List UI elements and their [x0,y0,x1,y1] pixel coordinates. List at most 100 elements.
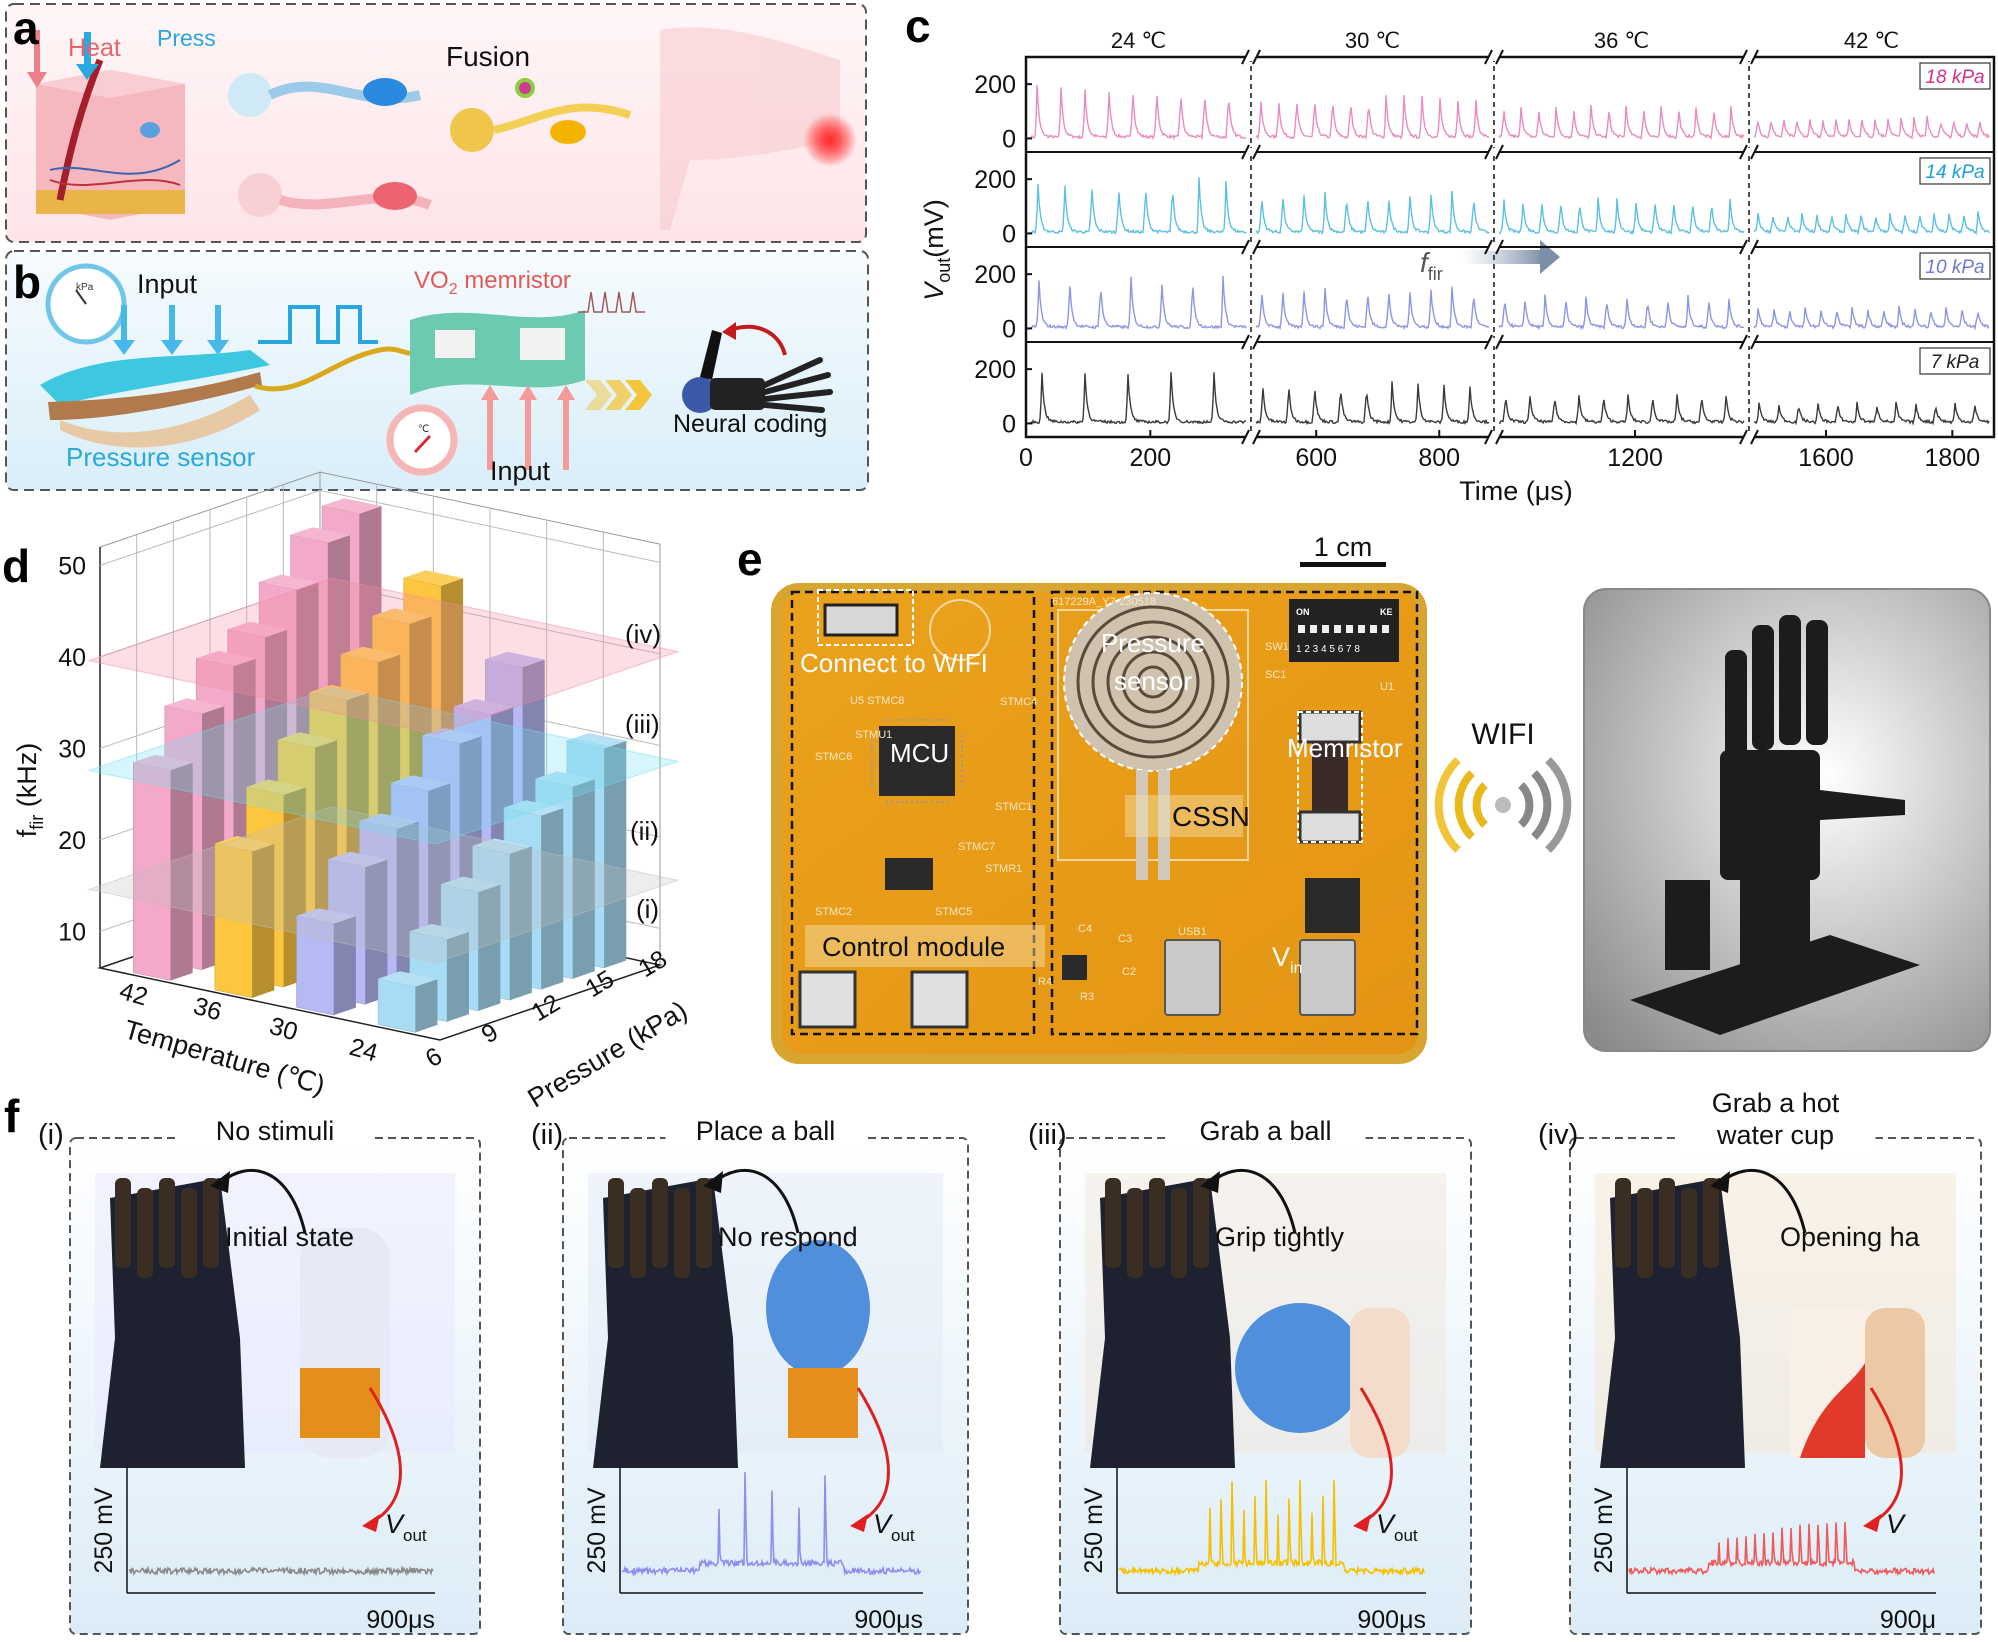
thermometer-gauge-icon [386,404,458,476]
c-trace-18kpa-seg1 [1030,84,1247,141]
c-legend-box [1919,62,1991,90]
usb-port-1 [1164,939,1221,1016]
c-trace-18kpa-seg3 [1498,104,1745,141]
silk-label: USB1 [1178,926,1207,938]
f-vout-label: V [1886,1509,1907,1539]
silk-label: U5 STMC8 [850,695,904,707]
f-red-arrow-icon [368,1387,402,1525]
c-trace-10kpa-seg1 [1030,275,1247,331]
f-vout-label: Vout [1376,1509,1418,1545]
scale-bar-label: 1 cm [1314,532,1373,562]
press-label: Press [157,25,216,51]
panel-f: f (i) No stimuli Initial state 250 mV 900μs V… [4,1082,1982,1635]
d-tick-p12: 12 [527,989,565,1027]
c-break-mark [1739,334,1748,350]
f-title: Grab a hot [1712,1088,1840,1118]
c-ytick-label: 200 [974,71,1016,99]
panel-e: e 1 cm [737,532,1991,1064]
c-break-mark [1739,144,1748,160]
c-ylabel: Vout(mV) [919,199,954,301]
silk-label: STMC7 [958,841,995,853]
c-legend-box [1919,347,1991,375]
c-temperature-header: 36 ℃ [1594,28,1649,53]
f-subpanel-3: (iii) Grab a ball Grip tightly 250 mV 900μs V… [1028,1110,1472,1635]
memristor-label-e: Memristor [1287,733,1403,763]
c-temperature-header: 42 ℃ [1844,28,1899,53]
control-module-label: Control module [822,932,1005,962]
f-red-arrow-icon [856,1387,890,1525]
f-scale-y-label: 250 mV [1590,1487,1618,1573]
skin-illustration [36,58,185,220]
f-fir-annotation: ffir [1420,240,1560,284]
silk-label: STMC1 [995,801,1032,813]
f-subpanel-index: (i) [38,1119,64,1151]
c-ytick-label: 0 [1002,125,1016,153]
c-break-mark [1241,49,1250,65]
d-ztick-label: 30 [58,735,86,763]
panel-a-frame [5,3,867,243]
f-curved-arrow-icon [712,1168,800,1234]
usb-port-2 [1299,939,1356,1016]
f-vout-label: Vout [873,1509,915,1545]
f-note: Grip tightly [1215,1222,1345,1252]
c-xlabel: Time (μs) [1459,476,1573,506]
c-ytick-label: 200 [974,261,1016,289]
pressure-sensor-illustration [40,350,270,448]
d-ztick-label: 50 [58,552,86,580]
pcb-board: ON KE 1 2 3 4 5 6 7 8 617229A_Y7-230518 … [771,583,1427,1064]
c-xtick-label: 1200 [1607,444,1663,472]
f-note: No respond [718,1222,858,1252]
silk-label: STMU1 [855,729,892,741]
f-scale-y-label: 250 mV [90,1487,118,1573]
d-region-iv: (iv) [625,619,661,649]
c-xtick-label: 1600 [1798,444,1854,472]
c-series-label: 10 kPa [1925,257,1984,278]
d-bar-t30-0 [296,908,356,1016]
f-fir-arrow-icon [1462,250,1542,264]
c-trace-18kpa-seg2 [1255,94,1490,141]
silk-label: C2 [1122,966,1136,978]
input-arrows-down [113,305,229,355]
panel-a: a Heat Press Fusion [5,2,867,243]
c-break-mark [1241,144,1250,160]
c-break-mark [1739,239,1748,255]
c-trace-10kpa-seg4 [1753,305,1990,331]
c-series-label: 14 kPa [1925,162,1984,183]
c-trace-18kpa-seg4 [1753,115,1990,140]
f-curved-arrow-icon [1719,1168,1807,1234]
c-trace-10kpa-seg3 [1498,294,1745,331]
vin-label: Vin [1272,942,1302,977]
dip-ke: KE [1380,607,1393,617]
c-trace-7kpa-seg3 [1499,394,1745,426]
f-title-line2: water cup [1716,1120,1834,1150]
panel-b: b kPa Input VO2 memristor [5,250,869,491]
d-tick-t36: 36 [190,992,224,1027]
panel-f-label: f [4,1090,20,1142]
gauge-unit: kPa [76,282,94,293]
c-trace-7kpa-seg2 [1255,381,1490,426]
fusion-label: Fusion [446,41,530,72]
silk-label: SW1 [1265,641,1289,653]
c-legend-box [1919,252,1991,280]
f-title: Grab a ball [1199,1116,1331,1146]
input-top-label: Input [137,269,198,299]
c-break-mark [1484,239,1493,255]
c-break-mark [1739,49,1748,65]
d-threshold-plane-3 [87,577,680,735]
dip-switch [1289,599,1399,662]
d-zlabel: ffir (kHz) [12,743,47,838]
silk-label: STMR1 [985,863,1022,875]
pressure-sensor-label: Pressure sensor [66,442,256,472]
c-trace-14kpa-seg2 [1255,191,1490,236]
d-bar-t36-0 [214,836,275,999]
thermo-unit: ℃ [418,424,429,435]
c-xtick-label: 1800 [1925,444,1981,472]
silk-label: SC1 [1265,669,1286,681]
c-trace-14kpa-seg4 [1753,211,1990,236]
c-ytick-label: 0 [1002,220,1016,248]
panel-d-chart: d ffir (kHz) Temperature (℃) Pressure (k… [2,471,692,1114]
d-threshold-plane-2 [87,687,680,845]
d-ztick-label: 10 [58,918,86,946]
ball [1235,1303,1365,1433]
